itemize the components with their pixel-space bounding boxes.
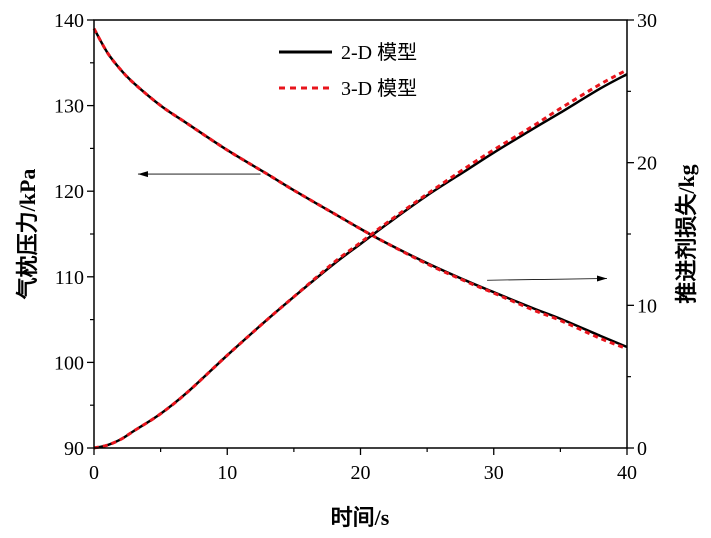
series-line-3 <box>93 68 628 450</box>
x-tick-label: 10 <box>217 462 237 484</box>
x-tick-label: 0 <box>89 462 99 484</box>
y-right-tick-label: 0 <box>637 438 647 460</box>
x-tick-label: 30 <box>484 462 504 484</box>
y-axis-left-label: 气枕压力/kPa <box>15 169 40 301</box>
y-left-tick-label: 130 <box>54 96 84 118</box>
legend-label-2d: 2-D 模型 <box>341 41 417 64</box>
series-line-0 <box>92 27 628 349</box>
x-tick-label: 40 <box>617 462 637 484</box>
y-right-tick-label: 10 <box>637 295 657 317</box>
y-right-tick-label: 30 <box>637 10 657 32</box>
y-left-tick-label: 110 <box>55 267 84 289</box>
x-axis-label: 时间/s <box>331 505 390 530</box>
series-line-2 <box>93 73 628 450</box>
x-tick-label: 20 <box>351 462 371 484</box>
arrowhead-icon <box>137 171 148 178</box>
y-left-tick-label: 140 <box>54 10 84 32</box>
y-right-tick-label: 20 <box>637 153 657 175</box>
y-axis-right-label: 推进剂损失/kg <box>674 164 699 303</box>
arrowhead-icon <box>597 275 608 282</box>
y-left-tick-label: 120 <box>54 181 84 203</box>
legend: 2-D 模型 3-D 模型 <box>279 41 417 100</box>
series-line-1 <box>92 27 628 351</box>
y-left-tick-label: 90 <box>64 438 84 460</box>
legend-label-3d: 3-D 模型 <box>341 77 417 100</box>
annotation-arrow-line <box>487 278 608 281</box>
y-left-tick-label: 100 <box>54 352 84 374</box>
